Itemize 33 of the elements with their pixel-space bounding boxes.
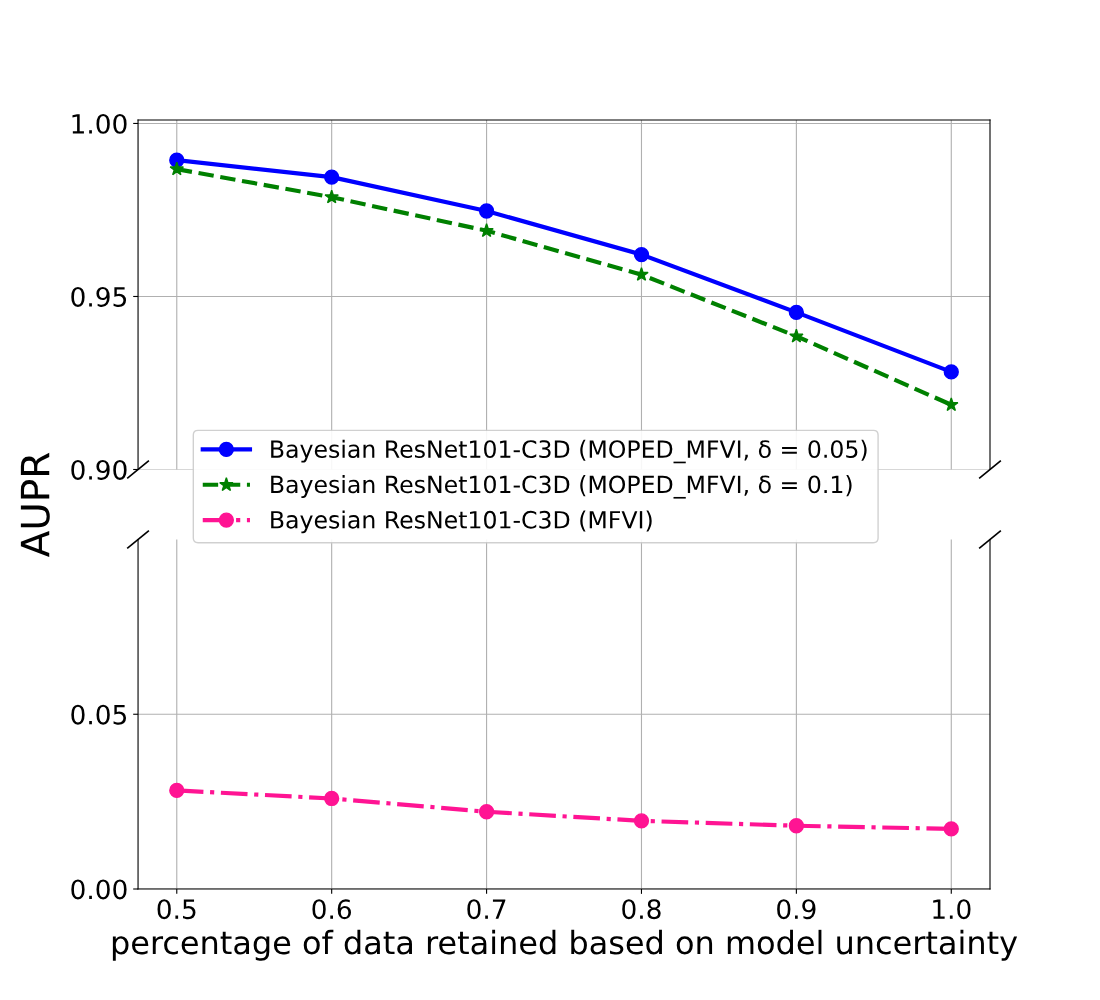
point [169, 161, 185, 176]
point [788, 304, 805, 321]
point [633, 813, 650, 829]
y-tick-label: 0.90 [71, 459, 127, 480]
legend-label: Bayesian ResNet101-C3D (MOPED_MFVI, δ = 0.1) [271, 475, 852, 499]
point [324, 790, 340, 807]
x-tick-label: 1.0 [933, 899, 971, 920]
point [633, 246, 650, 263]
legend-label: Bayesian ResNet101-C3D (MOPED_MFVI, δ = 0.05) [271, 439, 867, 464]
point [479, 223, 494, 238]
point [943, 364, 959, 380]
point [478, 804, 495, 820]
point [943, 397, 959, 412]
legend-label: Bayesian ResNet101-C3D (MFVI) [271, 510, 652, 534]
point [943, 821, 959, 837]
x-tick-label: 0.8 [622, 899, 661, 920]
x-tick-label: 0.7 [467, 899, 506, 920]
y-tick-label: 0.05 [71, 704, 127, 725]
y-tick-label: 1.00 [72, 113, 127, 134]
point [478, 203, 495, 219]
y-axis-title: AUPR [20, 452, 50, 557]
x-axis-title: percentage of data retained based on model uncertainty [112, 929, 1018, 961]
point [324, 189, 339, 204]
point [634, 267, 649, 281]
x-tick-label: 0.5 [157, 899, 196, 920]
point [789, 328, 804, 343]
point [324, 169, 340, 185]
x-tick-label: 0.9 [777, 899, 816, 920]
point [788, 818, 805, 834]
y-tick-label: 0.00 [71, 879, 127, 900]
y-tick-label: 0.95 [71, 286, 127, 307]
x-tick-label: 0.6 [312, 899, 351, 920]
point [169, 782, 185, 799]
